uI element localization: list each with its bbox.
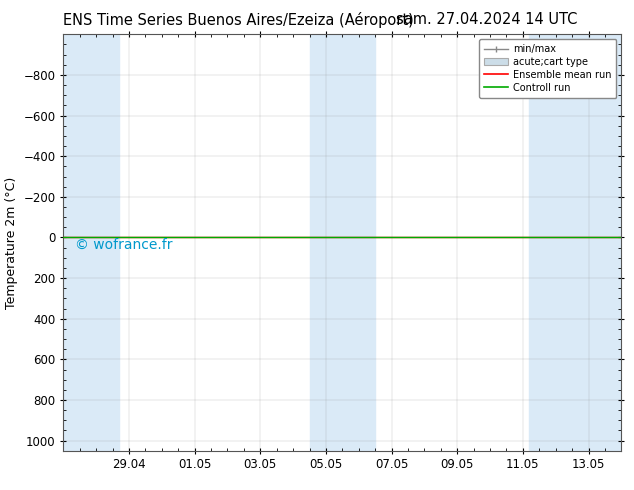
Bar (529, 34, 621, 451)
Bar (309, 34, 375, 451)
Text: ENS Time Series Buenos Aires/Ezeiza (Aéroport): ENS Time Series Buenos Aires/Ezeiza (Aér… (63, 12, 414, 28)
Legend: min/max, acute;cart type, Ensemble mean run, Controll run: min/max, acute;cart type, Ensemble mean … (479, 39, 616, 98)
Bar (63, 34, 119, 451)
Text: sam. 27.04.2024 14 UTC: sam. 27.04.2024 14 UTC (396, 12, 577, 27)
Text: © wofrance.fr: © wofrance.fr (75, 238, 172, 252)
Y-axis label: Temperature 2m (°C): Temperature 2m (°C) (5, 176, 18, 309)
